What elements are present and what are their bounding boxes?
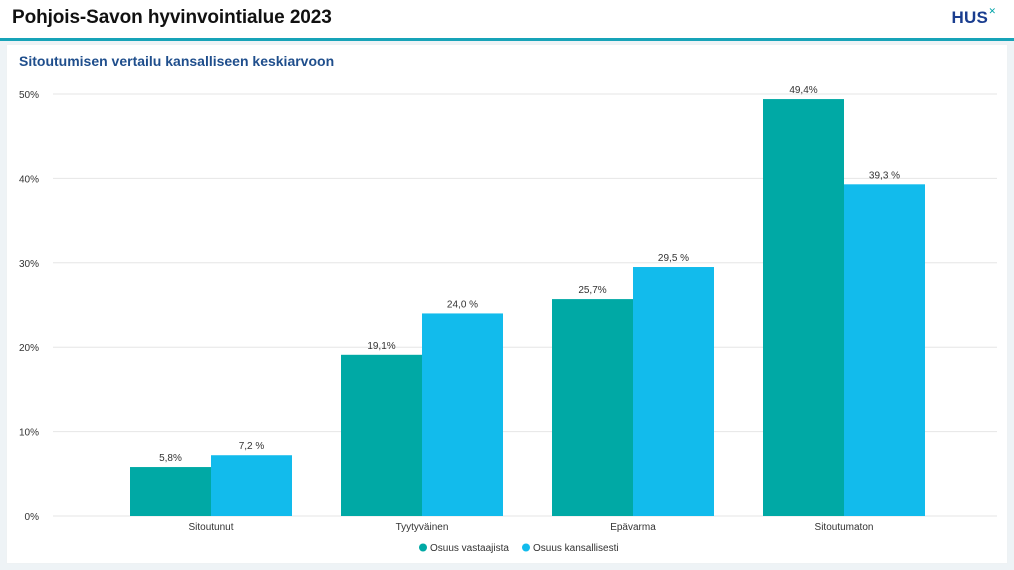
x-tick-label: Epävarma: [610, 522, 656, 533]
data-label: 29,5 %: [658, 253, 689, 264]
bar-chart: 0% 10% 20% 30% 40% 50% 5,8% 7,2 % Sitoutunut 19,1…: [19, 85, 997, 554]
bar-osuus-kansallisesti: [211, 455, 292, 516]
data-label: 5,8%: [159, 453, 182, 464]
hus-logo: HUS: [951, 8, 988, 27]
bar-osuus-vastaajista: [130, 467, 211, 516]
page-title: Pohjois-Savon hyvinvointialue 2023: [12, 7, 332, 28]
y-tick-label: 40%: [19, 174, 39, 185]
y-tick-label: 50%: [19, 90, 39, 101]
data-label: 19,1%: [367, 341, 395, 352]
data-label: 49,4%: [789, 85, 817, 96]
x-tick-label: Sitoutumaton: [815, 522, 874, 533]
bar-osuus-vastaajista: [552, 299, 633, 516]
bar-osuus-kansallisesti: [633, 267, 714, 516]
y-tick-label: 20%: [19, 343, 39, 354]
bar-osuus-vastaajista: [341, 354, 422, 516]
data-label: 7,2 %: [239, 441, 265, 452]
x-tick-label: Tyytyväinen: [396, 522, 449, 533]
y-tick-label: 0%: [25, 512, 40, 523]
legend-label: Osuus vastaajista: [430, 543, 509, 554]
legend-marker-icon: [419, 543, 427, 552]
y-tick-label: 10%: [19, 428, 39, 439]
x-tick-label: Sitoutunut: [188, 522, 233, 533]
header-divider: [0, 38, 1014, 41]
data-label: 25,7%: [578, 285, 606, 296]
bar-osuus-kansallisesti: [422, 313, 503, 516]
data-label: 24,0 %: [447, 299, 478, 310]
data-label: 39,3 %: [869, 170, 900, 181]
header: Pohjois-Savon hyvinvointialue 2023 HUS ✕: [0, 0, 1014, 38]
bar-osuus-vastaajista: [763, 99, 844, 516]
chart-panel: Sitoutumisen vertailu kansalliseen keski…: [7, 45, 1007, 563]
legend-label: Osuus kansallisesti: [533, 543, 619, 554]
chart-title: Sitoutumisen vertailu kansalliseen keski…: [19, 53, 335, 69]
y-tick-label: 30%: [19, 259, 39, 270]
bar-osuus-kansallisesti: [844, 184, 925, 517]
legend-marker-icon: [522, 543, 530, 552]
hus-logo-mark-icon: ✕: [988, 6, 996, 16]
